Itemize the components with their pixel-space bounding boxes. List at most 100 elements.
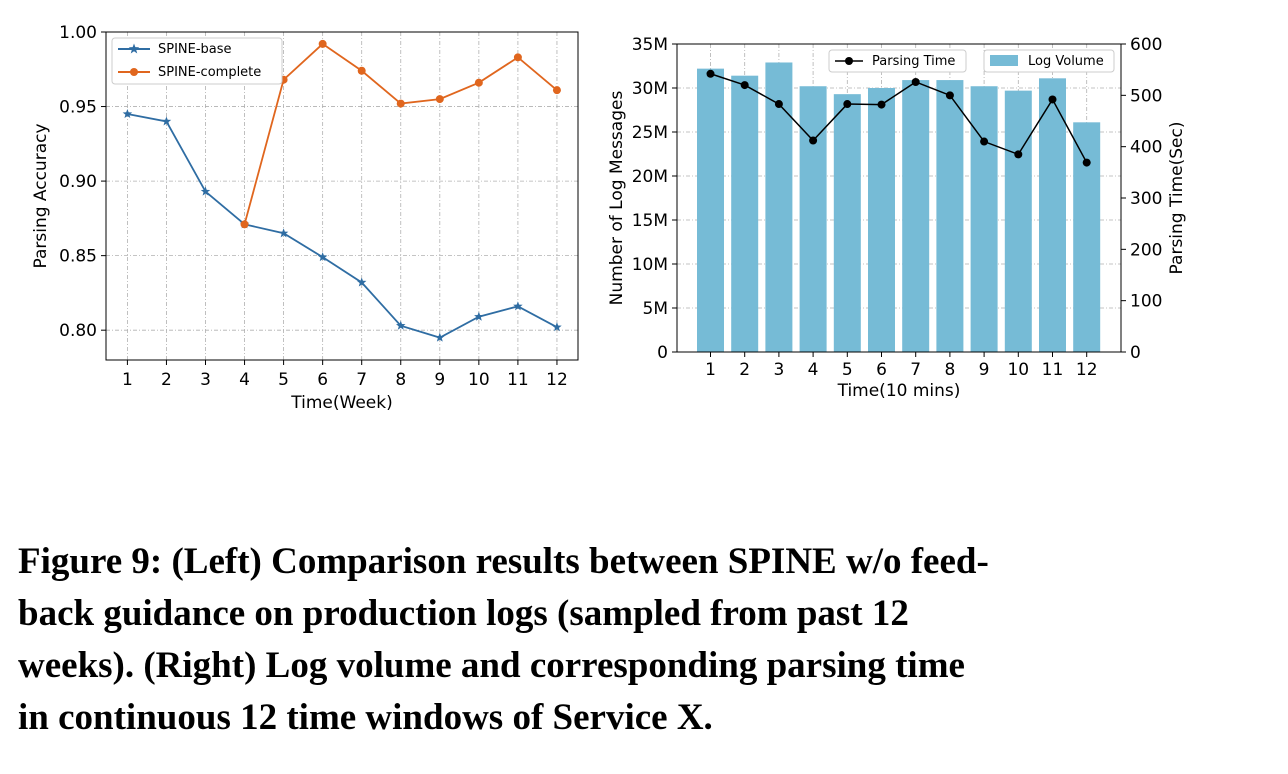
spine-complete-point: [435, 95, 444, 104]
left-chart: 1 2 3 4 5 6 7 8 9 10 11 120.800.850.900.951.00 Time…: [31, 23, 579, 413]
log-volume-bar: [697, 68, 724, 352]
spine-base-point: [356, 277, 367, 287]
right-line: [706, 69, 1091, 167]
log-volume-bar: [1039, 78, 1066, 352]
left-x-tick-label: 3: [200, 370, 211, 390]
right-y-tick-label: 25M: [632, 123, 668, 143]
caption-line-3: weeks). (Right) Log volume and correspon…: [18, 645, 965, 686]
spine-base-point: [317, 252, 328, 262]
right-x-tick-label: 9: [979, 360, 990, 380]
spine-base-point: [122, 109, 133, 119]
legend-log-volume-label: Log Volume: [1028, 54, 1104, 69]
right-x-tick-label: 6: [876, 360, 887, 380]
spine-base-point: [161, 116, 172, 126]
spine-complete-point: [513, 53, 522, 62]
left-x-tick-label: 2: [161, 370, 172, 390]
log-volume-bar: [833, 94, 861, 352]
right-y-tick-label: 35M: [632, 35, 668, 55]
spine-base-point: [395, 320, 406, 330]
left-ticks: 1 2 3 4 5 6 7 8 9 10 11 120.800.850.900.951.00: [59, 23, 568, 390]
right-secondary-y-tick-label: 300: [1130, 189, 1162, 209]
left-x-tick-label: 7: [356, 370, 367, 390]
spine-complete-point: [318, 39, 327, 48]
legend-parsing-time-box: [828, 49, 967, 73]
log-volume-bar: [799, 86, 827, 353]
right-x-tick-label: 4: [808, 360, 819, 380]
right-secondary-y-tick-label: 500: [1130, 86, 1162, 106]
left-x-axis-label: Time(Week): [290, 393, 392, 413]
parsing-time-point: [945, 91, 954, 100]
parsing-time-point: [706, 69, 715, 78]
right-x-tick-label: 10: [1007, 360, 1029, 380]
left-x-tick-label: 8: [395, 370, 406, 390]
left-y-tick-label: 0.80: [59, 321, 97, 341]
spine-base-point: [278, 228, 289, 238]
parsing-time-point: [911, 77, 920, 86]
parsing-time-point: [740, 81, 749, 90]
figure-caption: Figure 9: (Left) Comparison results betw…: [18, 536, 1208, 744]
right-x-tick-label: 7: [910, 360, 921, 380]
left-x-tick-label: 12: [546, 370, 568, 390]
right-bars: [697, 62, 1101, 353]
left-y-tick-label: 0.85: [59, 247, 97, 267]
legend-spine-complete-label: SPINE-complete: [158, 65, 261, 80]
right-x-tick-label: 5: [842, 360, 853, 380]
log-volume-bar: [902, 80, 930, 352]
log-volume-bar: [936, 80, 964, 352]
right-ticks: 1 2 3 4 5 6 7 8 9 10 11 1205M10M15M20M25M30M35M0100…: [632, 35, 1163, 380]
right-secondary-y-tick-label: 400: [1130, 138, 1162, 158]
right-secondary-y-tick-label: 600: [1130, 35, 1162, 55]
caption-line-4: in continuous 12 time windows of Service…: [18, 697, 713, 738]
left-x-tick-label: 5: [278, 370, 289, 390]
spine-complete-point: [396, 99, 405, 108]
right-legend-parsing-time: Parsing Time: [828, 49, 967, 73]
parsing-time-point: [980, 137, 989, 146]
spine-base-line: [127, 113, 558, 339]
figure: 1 2 3 4 5 6 7 8 9 10 11 120.800.850.900.951.00 Time…: [31, 23, 1187, 413]
caption-line-1: Figure 9: (Left) Comparison results betw…: [18, 541, 989, 582]
log-volume-bar: [731, 75, 759, 353]
right-y-tick-label: 30M: [632, 79, 668, 99]
parsing-time-point: [1082, 158, 1091, 167]
log-volume-bar: [1073, 122, 1101, 352]
spine-complete-point: [474, 78, 483, 87]
spine-complete-point: [552, 86, 561, 95]
parsing-time-point: [809, 136, 818, 145]
legend-spine-base-marker: [128, 43, 140, 54]
parsing-time-point: [877, 100, 886, 109]
right-x-tick-label: 1: [705, 360, 716, 380]
log-volume-bar: [868, 88, 895, 352]
spine-complete-point: [240, 220, 249, 229]
spine-complete-point: [357, 66, 366, 75]
left-x-tick-label: 11: [507, 370, 529, 390]
parsing-time-point: [843, 100, 852, 109]
right-x-tick-label: 8: [944, 360, 955, 380]
parsing-time-point: [1048, 95, 1057, 104]
legend-parsing-time-marker: [845, 57, 853, 65]
right-x-tick-label: 11: [1042, 360, 1064, 380]
left-x-tick-label: 6: [317, 370, 328, 390]
left-y-axis-label: Parsing Accuracy: [31, 123, 51, 268]
right-y-tick-label: 0: [657, 343, 668, 363]
legend-spine-base-label: SPINE-base: [158, 42, 232, 57]
legend-log-volume-swatch: [990, 55, 1018, 66]
right-secondary-y-tick-label: 200: [1130, 240, 1162, 260]
log-volume-bar: [970, 86, 998, 353]
right-secondary-y-axis-label: Parsing Time(Sec): [1167, 122, 1187, 275]
parsing-time-point: [1014, 150, 1023, 159]
parsing-time-line: [710, 73, 1088, 163]
right-y-axis-label: Number of Log Messages: [607, 91, 627, 306]
spine-base-point: [200, 186, 211, 196]
left-x-tick-label: 10: [468, 370, 490, 390]
left-y-tick-label: 0.95: [59, 98, 97, 118]
left-legend-box: [111, 37, 283, 85]
spine-base-point: [435, 332, 445, 342]
right-x-tick-label: 2: [739, 360, 750, 380]
left-series: [122, 39, 562, 342]
left-plot-frame: [105, 31, 579, 361]
parsing-time-point: [774, 100, 783, 109]
log-volume-bar: [765, 62, 793, 352]
spine-base-point: [552, 322, 562, 332]
right-secondary-y-tick-label: 100: [1130, 292, 1162, 312]
right-x-tick-label: 3: [773, 360, 784, 380]
